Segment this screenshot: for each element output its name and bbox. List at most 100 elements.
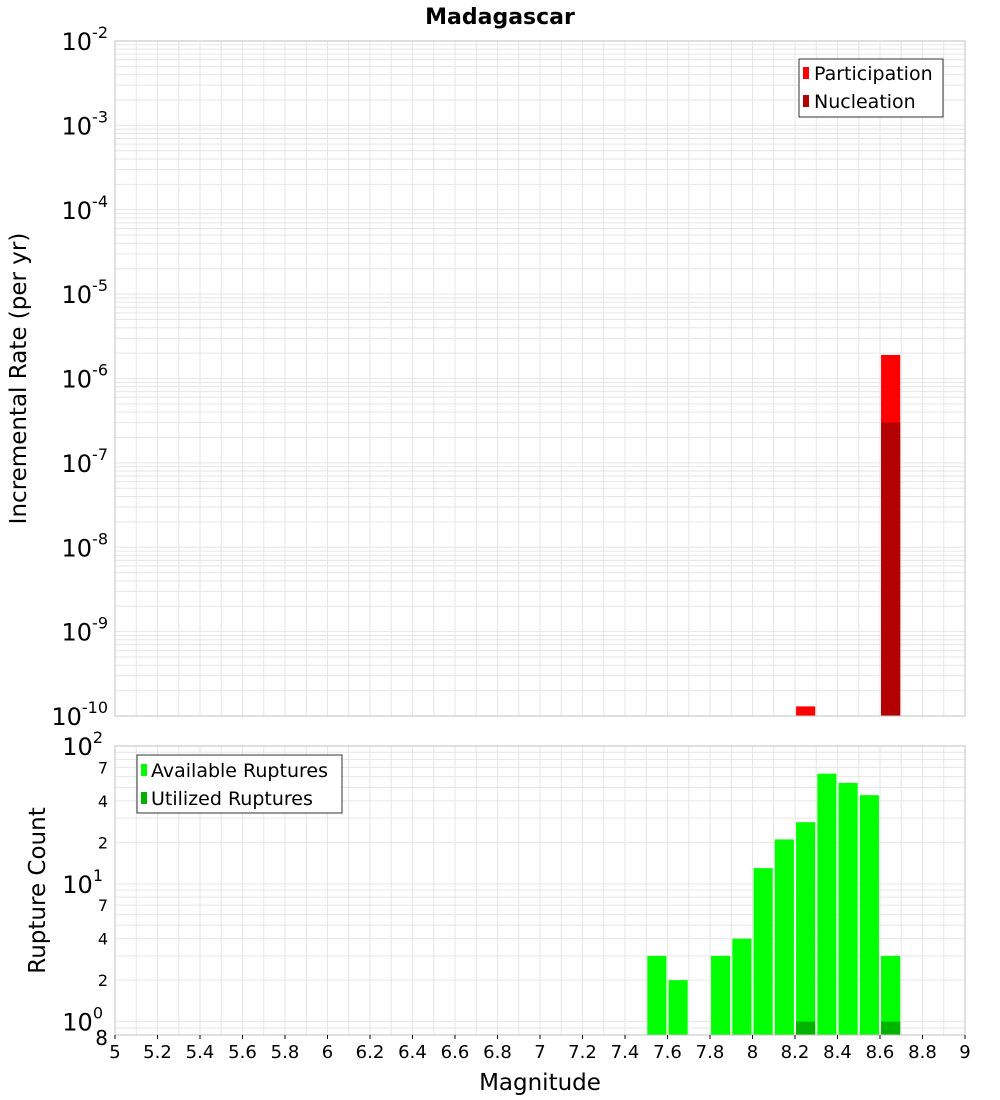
available-ruptures-bar [838,782,858,1035]
x-tick-label: 6.8 [483,1042,512,1063]
rate-y-tick-exponent: -8 [92,529,108,548]
nucleation-bar [881,422,901,716]
count-y-tick-exponent: 1 [93,866,103,885]
count-y-tick-exponent: 2 [93,728,103,747]
x-tick-label: 6.4 [398,1042,427,1063]
x-tick-label: 8.2 [781,1042,810,1063]
x-tick-label: 7.8 [696,1042,725,1063]
count-y-tick-label: 100 [62,1004,103,1037]
rate-legend-label: Participation [814,63,933,85]
count-legend-label: Utilized Ruptures [151,788,313,810]
x-tick-label: 7 [534,1042,545,1063]
count-y-minor-label: 7 [98,896,108,915]
x-tick-label: 7.2 [568,1042,597,1063]
available-ruptures-bar [774,839,794,1035]
rate-y-tick-label: 10-4 [62,192,109,225]
count-y-tick-base: 10 [62,733,93,761]
rate-y-tick-base: 10 [62,28,93,56]
count-y-minor-label: 4 [98,930,108,949]
count-y-tick-base: 10 [62,1009,93,1037]
x-tick-label: 5.4 [186,1042,215,1063]
rate-y-tick-label: 10-5 [62,276,109,309]
rate-legend-label: Nucleation [814,91,916,113]
available-ruptures-bar [668,980,688,1035]
rate-y-tick-base: 10 [62,112,93,140]
rate-y-tick-label: 10-8 [62,529,109,562]
rate-bars [796,354,901,716]
rate-y-axis-label: Incremental Rate (per yr) [6,233,32,525]
rate-grid [114,41,966,717]
count-legend-swatch [141,792,147,804]
rate-y-tick-label: 10-3 [62,107,109,140]
rate-panel: 10-210-310-410-510-610-710-810-910-10 In… [6,23,966,731]
rate-legend: Participation Nucleation [798,58,944,118]
count-legend: Available Ruptures Utilized Ruptures [136,754,343,814]
count-y-minor-label: 2 [98,971,108,990]
available-ruptures-bar [711,955,731,1035]
rate-y-tick-base: 10 [62,366,93,394]
utilized-ruptures-bar [796,1021,816,1035]
x-tick-label: 8.4 [823,1042,852,1063]
available-ruptures-bar [732,938,752,1035]
count-legend-label: Available Ruptures [151,760,328,782]
count-y-minor-label: 2 [98,833,108,852]
available-ruptures-bar [753,868,773,1035]
x-tick-label: 5.6 [228,1042,257,1063]
x-tick-label: 8.8 [908,1042,937,1063]
participation-bar [796,706,816,716]
rate-y-ticks: 10-210-310-410-510-610-710-810-910-10 [51,23,108,731]
x-tick-label: 7.6 [653,1042,682,1063]
rate-legend-box [798,58,944,118]
x-tick-label: 8 [747,1042,758,1063]
x-tick-label: 8.6 [866,1042,895,1063]
count-y-axis-label: Rupture Count [25,807,51,973]
x-tick-label: 6 [322,1042,333,1063]
count-y-tick-exponent: 0 [93,1004,103,1023]
x-tick-label: 6.6 [441,1042,470,1063]
count-y-tick-label: 101 [62,866,103,899]
count-y-minor-label: 4 [98,792,108,811]
rate-y-tick-base: 10 [62,619,93,647]
rate-y-tick-base: 10 [62,534,93,562]
rate-y-tick-label: 10-10 [51,698,108,731]
x-ticks: 5 5.2 5.4 5.6 5.8 6 6.2 6.4 6.6 6.8 7 7.2 7.4 7.6 7.8 8… [109,1035,971,1063]
rate-y-tick-exponent: -4 [92,192,108,211]
rate-legend-swatch [803,95,809,107]
x-tick-label: 6.2 [356,1042,385,1063]
rate-plot-frame [114,40,966,717]
rate-y-tick-label: 10-9 [62,614,109,647]
count-y-minor-label: 7 [98,758,108,777]
available-ruptures-bar [817,773,837,1035]
available-ruptures-bar [647,955,667,1035]
count-y-tick-base: 10 [62,871,93,899]
rate-y-tick-exponent: -3 [92,107,108,126]
count-bars [647,773,901,1035]
rate-legend-swatch [803,67,809,79]
rate-y-tick-exponent: -6 [92,361,108,380]
count-y-tick-label: 102 [62,728,103,761]
rate-y-tick-label: 10-2 [62,23,109,56]
rate-y-tick-base: 10 [51,703,82,731]
rate-y-tick-label: 10-7 [62,445,109,478]
rate-y-tick-label: 10-6 [62,361,109,394]
count-legend-box [136,754,343,814]
rate-y-tick-exponent: -7 [92,445,108,464]
rate-y-tick-base: 10 [62,281,93,309]
rate-y-tick-exponent: -2 [92,23,108,42]
available-ruptures-bar [796,822,816,1035]
rate-y-tick-exponent: -10 [82,698,108,717]
x-tick-label: 5.2 [143,1042,172,1063]
available-ruptures-bar [881,955,901,1035]
rate-y-tick-exponent: -5 [92,276,108,295]
chart-title: Madagascar [425,5,575,30]
available-ruptures-bar [859,795,879,1035]
x-tick-label: 7.4 [611,1042,640,1063]
count-y-minor-label: 8 [95,1026,108,1050]
x-axis-label: Magnitude [479,1070,601,1096]
x-tick-label: 5 [109,1042,120,1063]
rate-y-tick-base: 10 [62,197,93,225]
x-tick-label: 9 [959,1042,970,1063]
